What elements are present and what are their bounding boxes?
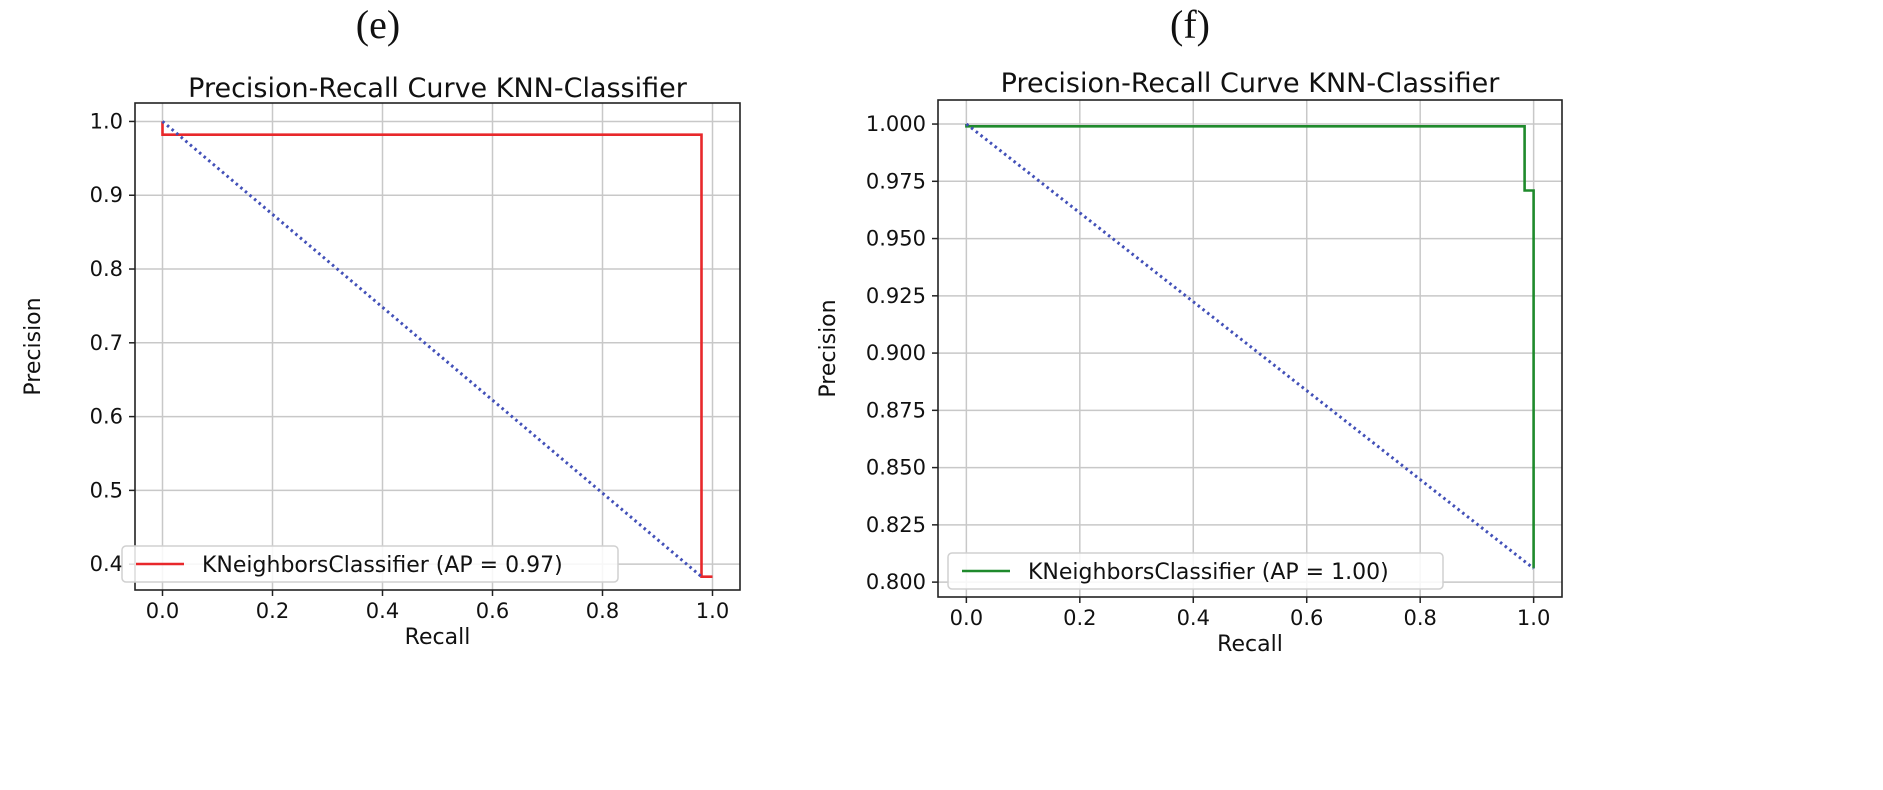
x-tick-label: 0.6 (476, 599, 509, 623)
x-tick-label: 0.0 (950, 606, 983, 630)
chart-panel-e: (e) Precision-Recall Curve KNN-Classifier… (21, 2, 741, 650)
legend: KNeighborsClassifier (AP = 0.97) (121, 545, 619, 583)
x-tick-label: 0.4 (366, 599, 399, 623)
chart-panel-f: (f) Precision-Recall Curve KNN-Classifier… (816, 2, 1563, 657)
y-tick-label: 0.7 (90, 331, 123, 355)
y-tick-label: 1.000 (866, 112, 926, 136)
grid-lines (938, 100, 1562, 597)
x-tick-label: 0.4 (1177, 606, 1210, 630)
plot-frame (134, 102, 741, 591)
panel-label: (f) (1170, 2, 1210, 47)
y-tick-label: 0.850 (866, 456, 926, 480)
legend-box (121, 545, 619, 583)
x-axis-label: Recall (1217, 632, 1283, 657)
x-tick-label: 0.2 (256, 599, 289, 623)
y-tick-label: 0.4 (90, 552, 123, 576)
y-tick-label: 0.8 (90, 257, 123, 281)
y-tick-label: 0.825 (866, 513, 926, 537)
pr-curve-line (965, 124, 1535, 569)
y-tick-label: 0.925 (866, 284, 926, 308)
y-tick-label: 0.5 (90, 478, 123, 502)
y-tick-label: 0.800 (866, 570, 926, 594)
x-tick-label: 0.8 (586, 599, 619, 623)
y-tick-label: 0.875 (866, 398, 926, 422)
y-tick-label: 0.9 (90, 183, 123, 207)
panel-label: (e) (356, 2, 400, 47)
x-tick-label: 1.0 (696, 599, 729, 623)
legend: KNeighborsClassifier (AP = 1.00) (947, 552, 1444, 590)
legend-box (947, 552, 1444, 590)
chart-title: Precision-Recall Curve KNN-Classifier (1001, 68, 1501, 99)
baseline-dotted-line (965, 122, 1535, 570)
x-tick-label: 1.0 (1517, 606, 1550, 630)
y-axis-label: Precision (21, 297, 46, 395)
legend-label: KNeighborsClassifier (AP = 0.97) (202, 553, 563, 578)
x-axis-label: Recall (405, 625, 471, 650)
x-tick-label: 0.6 (1290, 606, 1323, 630)
pr-curve-line (161, 121, 713, 579)
y-tick-label: 0.975 (866, 169, 926, 193)
legend-label: KNeighborsClassifier (AP = 1.00) (1028, 560, 1389, 585)
chart-title: Precision-Recall Curve KNN-Classifier (188, 73, 688, 104)
x-tick-label: 0.2 (1063, 606, 1096, 630)
plot-frame (937, 99, 1563, 598)
y-tick-label: 0.900 (866, 341, 926, 365)
baseline-dotted-line (161, 120, 703, 578)
y-axis-label: Precision (816, 299, 841, 397)
y-tick-label: 1.0 (90, 109, 123, 133)
x-tick-label: 0.8 (1403, 606, 1436, 630)
y-tick-label: 0.950 (866, 227, 926, 251)
y-tick-label: 0.6 (90, 405, 123, 429)
grid-lines (135, 103, 740, 590)
x-tick-label: 0.0 (146, 599, 179, 623)
